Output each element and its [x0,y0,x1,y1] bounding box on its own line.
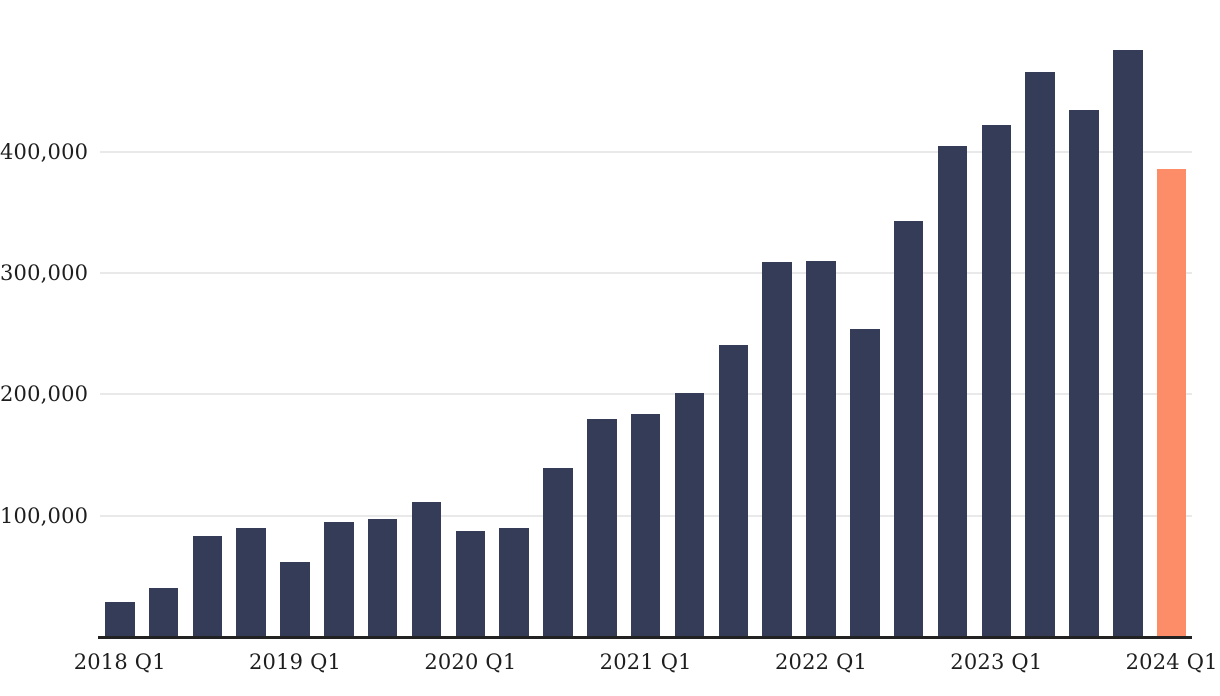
bar-2021-q4 [762,262,792,637]
bar-2018-q2 [148,588,179,637]
x-tick-label: 2021 Q1 [599,650,692,674]
bar-2019-q1 [280,561,310,637]
bar-2021-q1 [630,413,661,637]
bar-2020-q3 [543,468,573,637]
bar-2019-q2 [324,521,354,637]
x-tick-label: 2024 Q1 [1125,650,1218,674]
bar-2018-q3 [192,536,223,637]
bar-2022-q4 [937,145,968,637]
bar-2019-q3 [367,519,398,637]
x-tick-label: 2023 Q1 [950,650,1043,674]
y-tick-label: 200,000 [0,382,89,407]
y-tick-label: 300,000 [0,261,89,285]
bar-2018-q4 [236,527,266,637]
bar-2021-q2 [674,393,705,637]
bar-2021-q3 [718,344,749,637]
gridline [100,272,1192,274]
y-tick-label: 400,000 [0,139,89,164]
gridline [100,393,1192,396]
x-tick-label: 2019 Q1 [249,650,342,674]
y-tick-label: 100,000 [0,503,89,528]
bar-2018-q1 [105,601,135,637]
bar-2023-q4 [1113,49,1143,637]
bar-2020-q4 [587,418,617,637]
bar-2023-q1 [981,124,1012,637]
x-tick-label: 2022 Q1 [774,650,868,674]
bar-2024-q1 [1156,168,1187,637]
bar-2019-q4 [411,502,442,637]
bar-2022-q1 [806,260,836,637]
bar-2020-q2 [499,527,529,637]
bar-2020-q1 [455,531,486,637]
bar-2022-q3 [893,220,924,637]
x-axis-line [98,636,1192,639]
bar-2023-q2 [1025,71,1055,637]
x-tick-label: 2020 Q1 [424,650,517,674]
gridline [100,150,1192,153]
bar-2023-q3 [1069,110,1099,637]
bar-2022-q2 [850,328,880,637]
x-tick-label: 2018 Q1 [73,650,166,674]
